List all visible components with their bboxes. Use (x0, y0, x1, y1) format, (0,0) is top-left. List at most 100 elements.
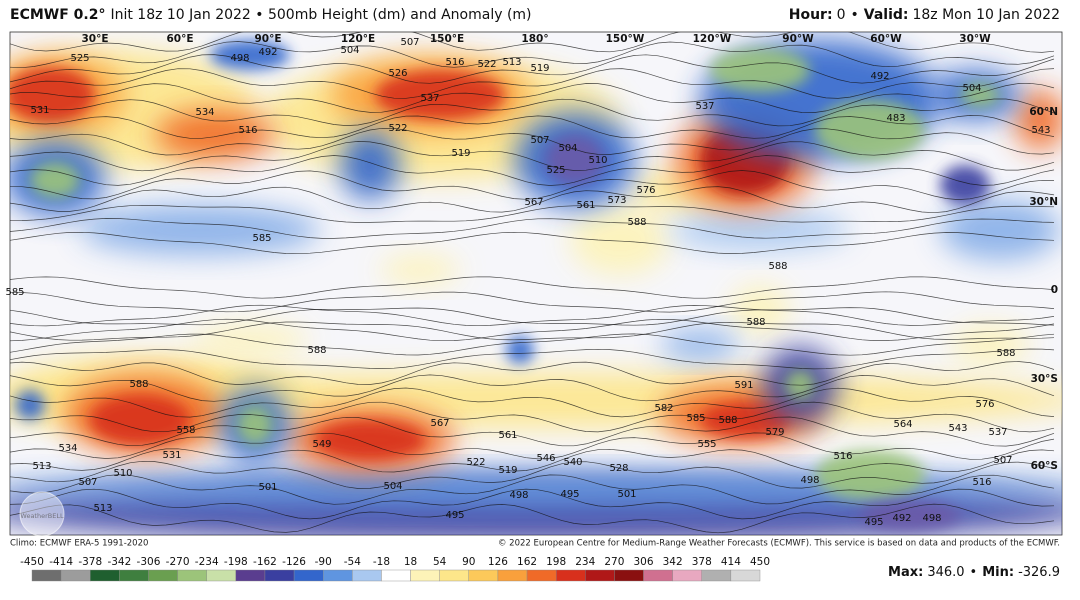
contour-label: 501 (258, 482, 277, 493)
contour-label: 501 (617, 489, 636, 500)
footer-bar (0, 536, 1080, 600)
anomaly-area (210, 40, 290, 70)
contour-label: 537 (988, 427, 1007, 438)
colorbar-tick-label: -342 (107, 556, 131, 568)
latitude-label: 60°S (1031, 460, 1058, 472)
contour-label: 495 (864, 517, 883, 528)
contour-line (10, 474, 1055, 505)
climo: Climo: ECMWF ERA-5 1991-2020 (10, 539, 148, 549)
colorbar-tick-label: -378 (78, 556, 102, 568)
contour-label: 543 (948, 423, 967, 434)
contour-line (10, 291, 1055, 313)
contour-label: 546 (536, 453, 555, 464)
contour-label: 555 (697, 439, 716, 450)
contour-label: 516 (833, 451, 852, 462)
contour-label: 567 (524, 197, 543, 208)
contour-label: 504 (383, 481, 402, 492)
contour-label: 588 (627, 217, 646, 228)
colorbar: -450 -414 -378 -342 -306 -270 -234 -198 -162 -126… (20, 556, 770, 582)
watermark: WeatherBELL (19, 491, 65, 537)
contour-label: 543 (1031, 125, 1050, 136)
contour-label: 579 (765, 427, 784, 438)
contour-label: 537 (420, 93, 439, 104)
longitude-label: 30°W (959, 33, 991, 45)
colorbar-box (119, 569, 149, 582)
colorbar-tick-label: -234 (195, 556, 219, 568)
colorbar-box (352, 569, 382, 582)
contour-line (10, 374, 1055, 402)
contour-label: 504 (558, 143, 577, 154)
anomaly-area (380, 255, 460, 285)
longitude-label: 90°W (782, 33, 814, 45)
colorbar-box (177, 569, 207, 582)
contour-label: 525 (70, 53, 89, 64)
longitude-label: 150°E (430, 33, 464, 45)
contour-label: 564 (893, 419, 912, 430)
colorbar-tick-label: -126 (282, 556, 306, 568)
contour-label: 585 (252, 233, 271, 244)
colorbar-tick-label: -198 (224, 556, 248, 568)
contour-label: 537 (695, 101, 714, 112)
contour-label: 483 (886, 113, 905, 124)
max-min: Max: 346.0 • Min: -326.9 (888, 565, 1060, 580)
longitude-label: 120°W (693, 33, 732, 45)
anomaly-area (570, 205, 670, 275)
colorbar-box (264, 569, 295, 582)
contour-label: 522 (466, 457, 485, 468)
contour-label: 507 (400, 37, 419, 48)
watermark-text: WeatherBELL (20, 512, 64, 520)
contour-line (10, 361, 1055, 386)
contour-line (10, 170, 1055, 200)
contour-label: 507 (78, 477, 97, 488)
anomaly-area (940, 200, 1060, 260)
colorbar-box (439, 569, 469, 582)
contour-label: 513 (32, 461, 51, 472)
anomaly-area (340, 130, 400, 200)
contour-line (10, 416, 1055, 447)
contour-label: 558 (176, 425, 195, 436)
contour-label: 576 (975, 399, 994, 410)
contour-line (10, 448, 1055, 473)
contour-line (10, 387, 1055, 418)
colorbar-box (206, 569, 237, 582)
contour-label: 498 (509, 490, 528, 501)
longitude-label: 90°E (254, 33, 281, 45)
contour-label: 561 (576, 200, 595, 211)
colorbar-box (497, 569, 528, 582)
contour-label: 492 (870, 71, 889, 82)
colorbar-box (672, 569, 702, 582)
contour-label: 498 (922, 513, 941, 524)
contour-label: 498 (800, 475, 819, 486)
contour-line (10, 503, 1055, 534)
contour-label: 513 (93, 503, 112, 514)
colorbar-tick-label: -90 (315, 556, 332, 568)
anomaly-area (700, 402, 790, 438)
separator: • (850, 7, 858, 23)
contour-label: 492 (892, 513, 911, 524)
contour-label: 495 (560, 489, 579, 500)
anomaly-area (1015, 90, 1062, 150)
colorbar-tick-label: 414 (721, 556, 741, 568)
contour-label: 510 (588, 155, 607, 166)
contour-label: 585 (686, 413, 705, 424)
colorbar-tick-label: -450 (20, 556, 44, 568)
latitude-label: 30°N (1029, 196, 1058, 208)
colorbar-box (60, 569, 91, 582)
anomaly-area (815, 450, 925, 500)
latitude-label: 0 (1051, 284, 1058, 296)
colorbar-tick-label: 90 (462, 556, 475, 568)
contour-label: 576 (636, 185, 655, 196)
contour-line (10, 333, 1055, 356)
anomaly-area (237, 405, 273, 445)
contour-label: 516 (238, 125, 257, 136)
min-label: Min: (982, 565, 1014, 580)
anomaly-area (660, 330, 740, 360)
colorbar-box (614, 569, 644, 582)
max-label: Max: (888, 565, 923, 580)
colorbar-tick-label: -414 (49, 556, 73, 568)
colorbar-tick-label: -18 (373, 556, 390, 568)
contour-line (10, 127, 1055, 156)
anomaly-area (315, 420, 425, 460)
colorbar-tick-label: -270 (166, 556, 190, 568)
contour-label: 507 (530, 135, 549, 146)
